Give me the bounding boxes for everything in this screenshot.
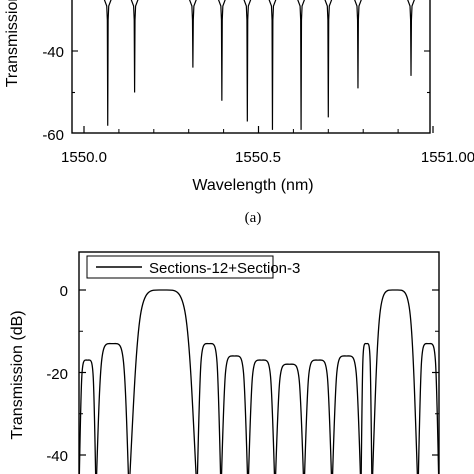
transmission-dip (188, 0, 197, 68)
panel-a-plot-frame (71, 0, 431, 134)
spectral-lobe (417, 342, 440, 474)
transmission-dip (324, 0, 333, 118)
panel-a-ticks (72, 50, 434, 133)
spectral-lobe (274, 363, 305, 474)
panel-a-x-tick-label: 1551.00 (421, 149, 474, 166)
panel-b-y-tick-label: -40 (46, 448, 68, 465)
spectral-lobe (129, 289, 197, 474)
spectral-lobe (360, 342, 373, 474)
legend-series-label: Sections-12+Section-3 (149, 260, 300, 277)
panel-a-curve (103, 0, 415, 130)
legend-box (86, 255, 274, 279)
spectral-lobe (78, 359, 97, 474)
panel-a-x-tick-label: 1550.0 (61, 149, 107, 166)
panel-a: -40 -60 1550.0 1550.5 1551.00 Wavelength… (4, 0, 474, 226)
transmission-dip (407, 0, 415, 76)
panel-a-x-tick-label: 1550.5 (235, 149, 281, 166)
panel-b-y-tick-label: 0 (60, 283, 68, 300)
panel-a-y-tick-label: -60 (42, 127, 64, 144)
panel-b-y-axis-label: Transmission (dB) (9, 310, 26, 439)
panel-a-y-axis-label: Transmission (4, 0, 21, 87)
panel-b-curve (78, 289, 440, 474)
transmission-dip (268, 0, 277, 130)
spectral-lobe (95, 342, 130, 474)
transmission-dip (297, 0, 305, 130)
transmission-dip (217, 0, 226, 101)
transmission-dip (130, 0, 139, 93)
transmission-dip (354, 0, 362, 89)
spectral-lobe (247, 359, 276, 474)
legend: Sections-12+Section-3 (86, 255, 300, 279)
spectral-lobe (303, 359, 333, 474)
transmission-dip (243, 0, 252, 122)
spectral-lobe (196, 342, 222, 474)
panel-b: 0 -20 -40 Transmission (dB) Sections-12+… (9, 251, 440, 474)
transmission-dip (103, 0, 112, 126)
spectral-lobe (331, 355, 362, 474)
spectral-lobe (372, 289, 418, 474)
panel-a-y-tick-label: -40 (42, 44, 64, 61)
panel-b-ticks (79, 289, 439, 456)
panel-a-caption: (a) (245, 210, 262, 226)
panel-b-y-tick-label: -20 (46, 366, 68, 383)
spectral-lobe (220, 355, 249, 474)
panel-a-x-axis-label: Wavelength (nm) (192, 177, 313, 194)
panel-b-plot-frame (78, 251, 440, 474)
